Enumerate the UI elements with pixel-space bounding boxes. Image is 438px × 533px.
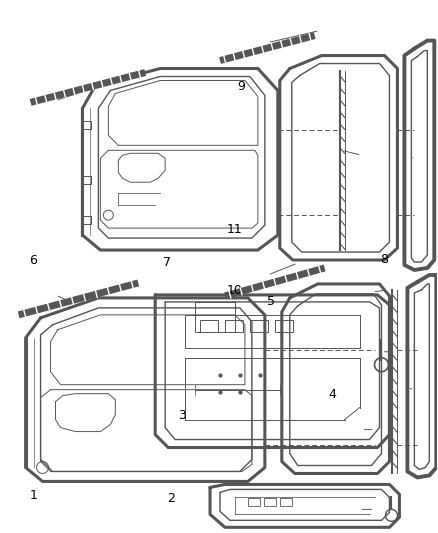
Bar <box>83 216 92 224</box>
Text: 11: 11 <box>226 223 242 236</box>
Text: 8: 8 <box>380 253 388 266</box>
Bar <box>200 320 218 332</box>
Bar <box>83 176 92 184</box>
Bar <box>248 498 260 506</box>
Bar <box>83 122 92 130</box>
Text: 6: 6 <box>29 254 37 266</box>
Text: 1: 1 <box>29 489 37 502</box>
Text: 9: 9 <box>237 80 245 93</box>
Text: 2: 2 <box>167 492 175 505</box>
Bar <box>264 498 276 506</box>
Text: 5: 5 <box>267 295 276 308</box>
Bar <box>280 498 292 506</box>
Bar <box>225 320 243 332</box>
Text: 7: 7 <box>162 256 171 269</box>
Text: 10: 10 <box>226 284 242 297</box>
Text: 3: 3 <box>178 409 186 422</box>
Text: 4: 4 <box>328 387 336 401</box>
Bar <box>195 302 235 332</box>
Bar <box>275 320 293 332</box>
Bar <box>250 320 268 332</box>
